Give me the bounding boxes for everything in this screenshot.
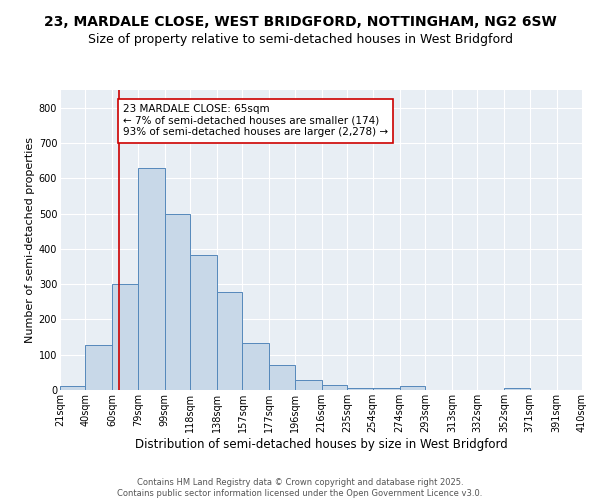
Bar xyxy=(112,284,138,390)
Text: Size of property relative to semi-detached houses in West Bridgford: Size of property relative to semi-detach… xyxy=(88,32,512,46)
Bar xyxy=(217,292,242,390)
Text: 23, MARDALE CLOSE, WEST BRIDGFORD, NOTTINGHAM, NG2 6SW: 23, MARDALE CLOSE, WEST BRIDGFORD, NOTTI… xyxy=(44,15,556,29)
Bar xyxy=(190,255,217,390)
Bar xyxy=(295,380,322,390)
X-axis label: Distribution of semi-detached houses by size in West Bridgford: Distribution of semi-detached houses by … xyxy=(134,438,508,450)
Bar xyxy=(269,366,295,390)
Bar xyxy=(138,168,164,390)
Bar xyxy=(373,388,400,390)
Bar xyxy=(322,386,347,390)
Y-axis label: Number of semi-detached properties: Number of semi-detached properties xyxy=(25,137,35,343)
Bar xyxy=(504,388,530,390)
Bar xyxy=(347,388,373,390)
Bar xyxy=(164,214,190,390)
Bar xyxy=(400,386,425,390)
Text: Contains HM Land Registry data © Crown copyright and database right 2025.
Contai: Contains HM Land Registry data © Crown c… xyxy=(118,478,482,498)
Text: 23 MARDALE CLOSE: 65sqm
← 7% of semi-detached houses are smaller (174)
93% of se: 23 MARDALE CLOSE: 65sqm ← 7% of semi-det… xyxy=(123,104,388,138)
Bar xyxy=(60,386,85,390)
Bar xyxy=(242,343,269,390)
Bar xyxy=(85,345,112,390)
